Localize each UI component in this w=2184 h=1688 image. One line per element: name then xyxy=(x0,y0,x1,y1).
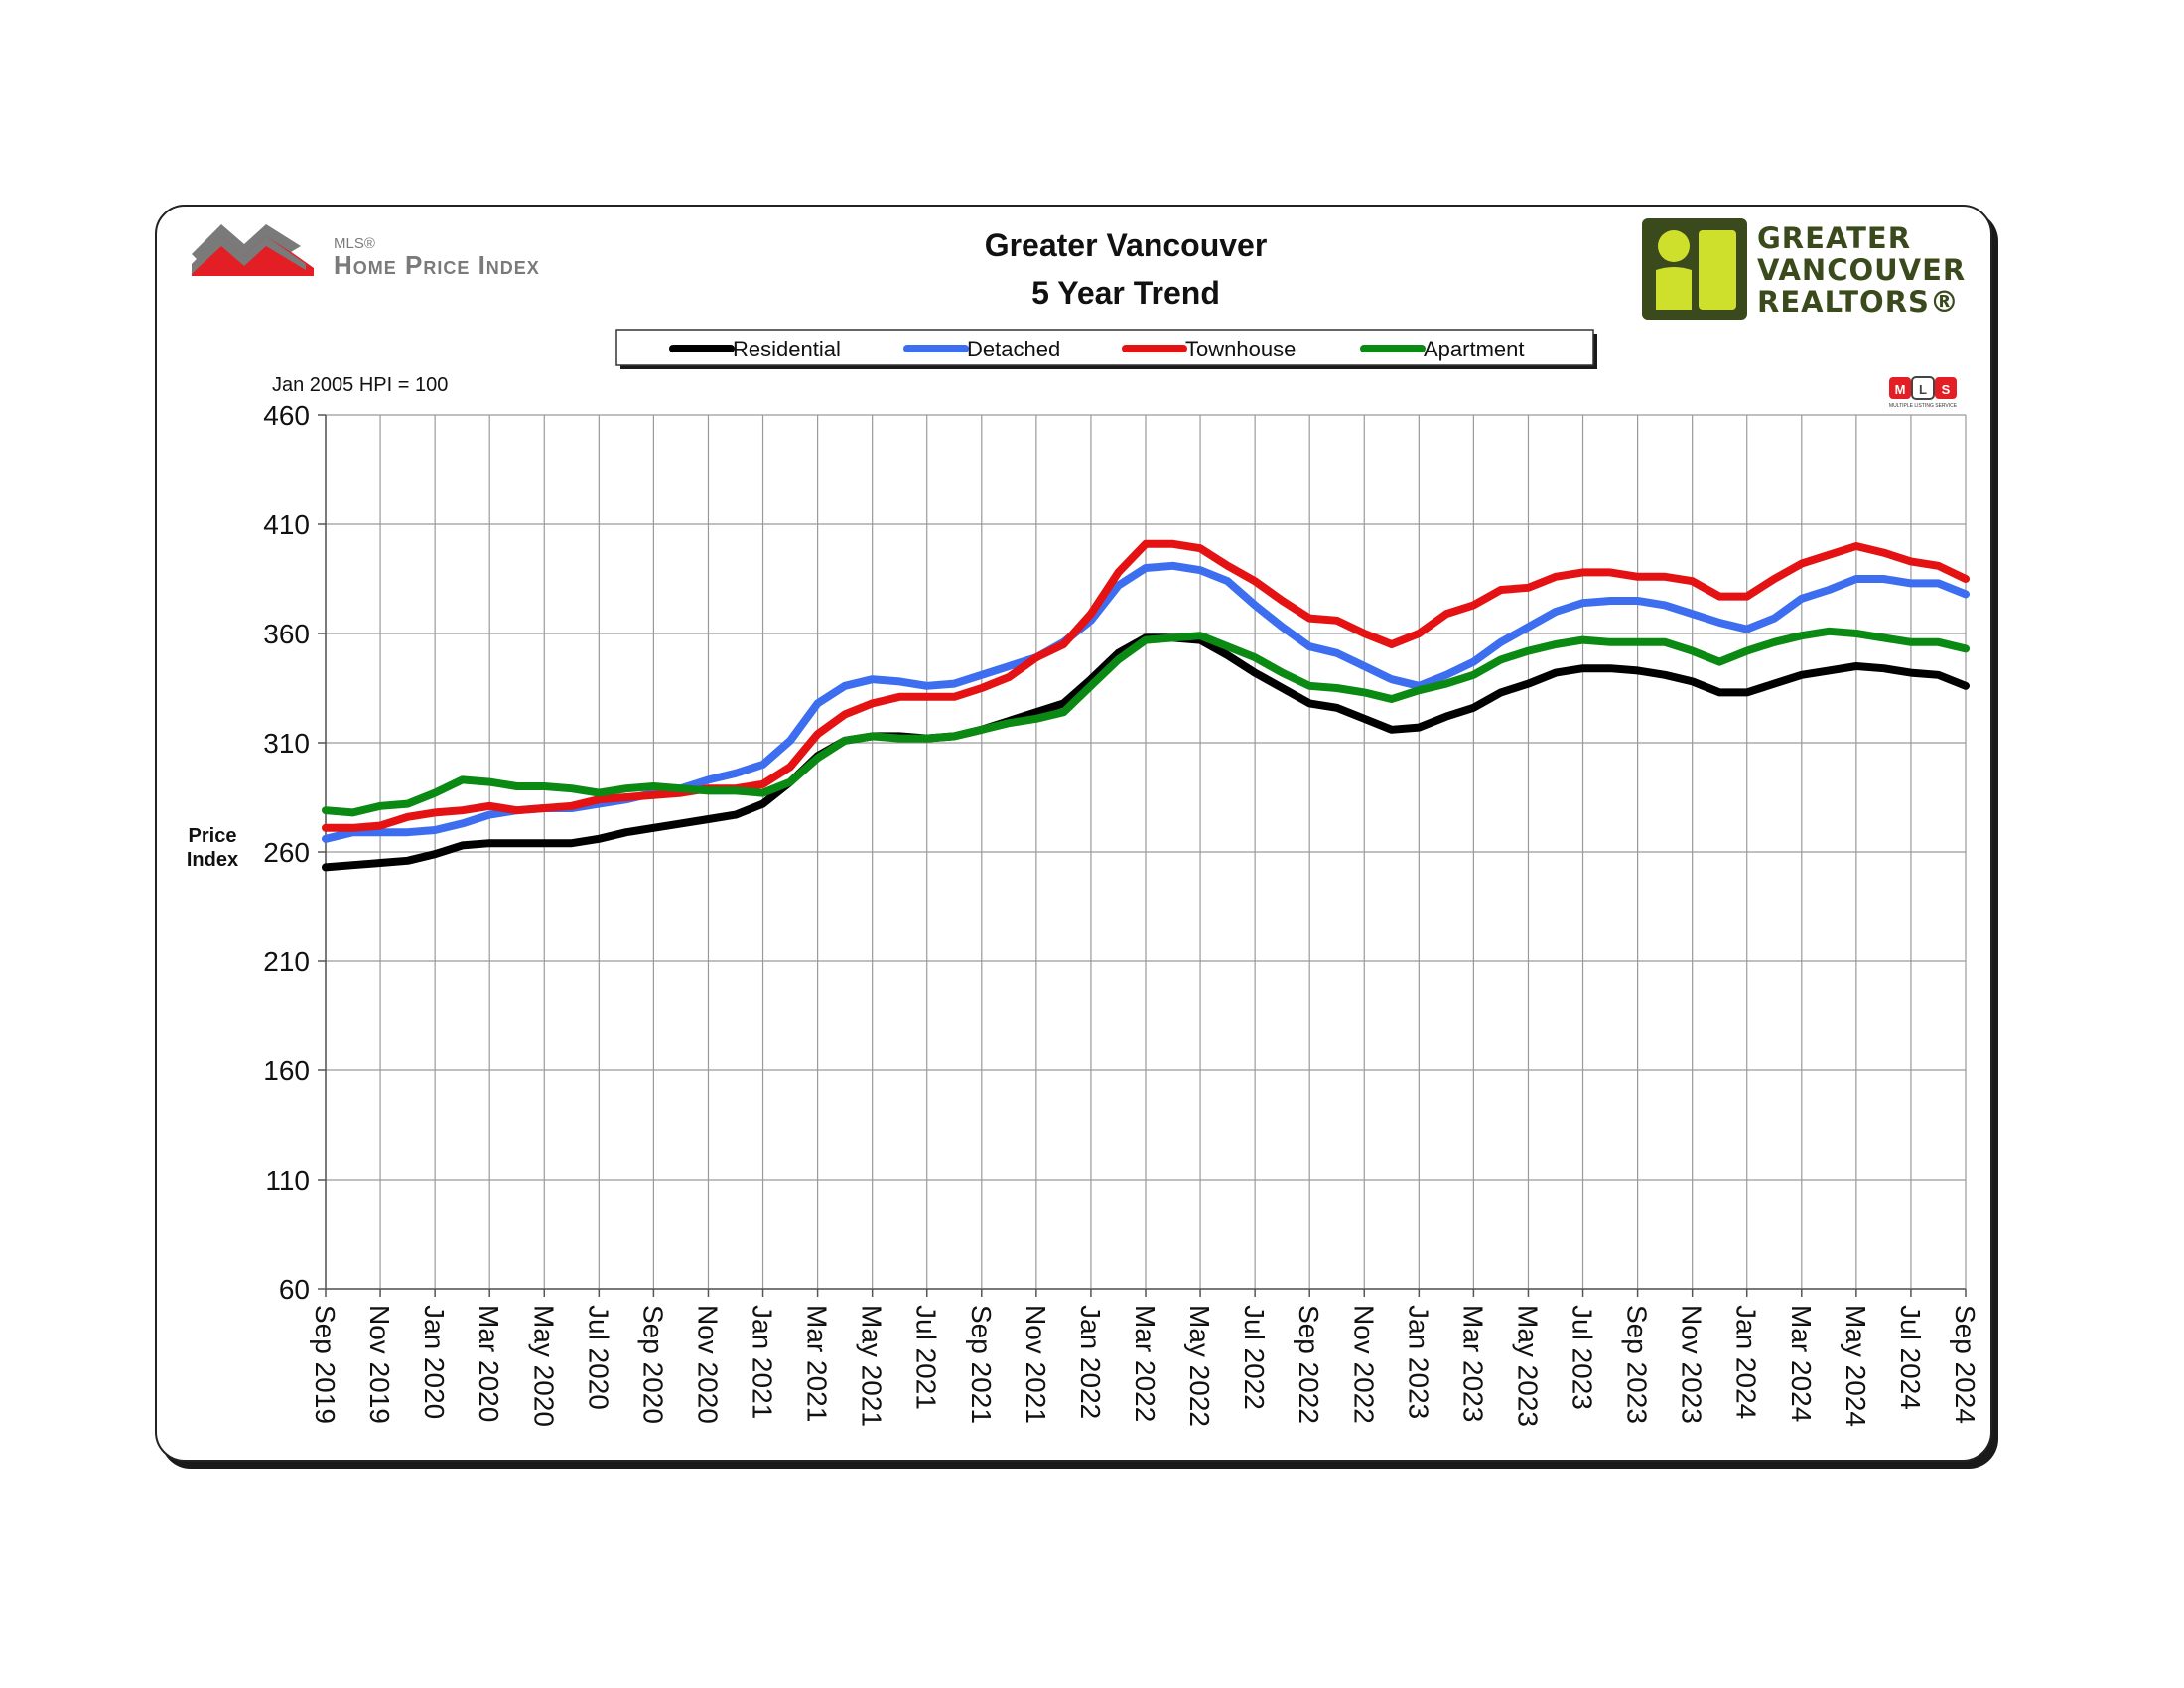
y-tick-label: 460 xyxy=(263,400,310,431)
y-tick-label: 360 xyxy=(263,619,310,649)
y-axis-label-line2: Index xyxy=(187,849,238,871)
legend-box xyxy=(615,329,1594,366)
x-tick-label: Sep 2020 xyxy=(637,1305,668,1424)
series-line-townhouse xyxy=(322,539,1970,832)
legend-label-detached: Detached xyxy=(967,337,1060,361)
y-axis-label-line1: Price xyxy=(189,825,237,847)
chart-card: MLS® Home Price Index Greater Vancouver … xyxy=(155,205,1992,1462)
chart-title-line1: Greater Vancouver xyxy=(985,227,1268,263)
x-tick-label: Mar 2021 xyxy=(802,1305,833,1422)
mls-badge-l-icon xyxy=(1911,376,1935,400)
hpi-house-icon xyxy=(192,224,314,276)
y-axis-ticks: 60 110 160 210 260 310 360 410 460 xyxy=(263,400,326,1305)
x-tick-label: May 2021 xyxy=(857,1305,887,1427)
x-tick-label: Jul 2020 xyxy=(583,1305,614,1410)
svg-text:S: S xyxy=(1942,382,1951,397)
x-tick-label: Jan 2023 xyxy=(1403,1305,1433,1419)
x-tick-label: Jan 2024 xyxy=(1731,1305,1762,1419)
y-tick-label: 110 xyxy=(265,1165,310,1196)
board-logo-line1: GREATER xyxy=(1757,221,1911,255)
x-tick-label: May 2024 xyxy=(1841,1305,1871,1427)
x-tick-label: Sep 2019 xyxy=(310,1305,341,1424)
y-tick-label: 210 xyxy=(263,946,310,977)
x-tick-label: Nov 2022 xyxy=(1348,1305,1379,1424)
legend: Residential Detached Townhouse Apartment xyxy=(615,329,1597,369)
hpi-logo-main: Home Price Index xyxy=(334,250,540,280)
x-tick-label: Jan 2020 xyxy=(419,1305,450,1419)
hpi-logo-sup: MLS® xyxy=(334,235,375,252)
x-axis-ticks: Sep 2019 Nov 2019 Jan 2020 Mar 2020 May 2020… xyxy=(310,1289,1980,1427)
x-tick-label: Jul 2023 xyxy=(1568,1305,1598,1410)
y-tick-label: 160 xyxy=(263,1055,310,1086)
legend-label-townhouse: Townhouse xyxy=(1185,337,1296,361)
x-tick-label: Nov 2019 xyxy=(364,1305,395,1424)
x-tick-label: Mar 2022 xyxy=(1130,1305,1160,1422)
x-tick-label: Jan 2021 xyxy=(748,1305,778,1419)
mls-badge-sub: MULTIPLE LISTING SERVICE xyxy=(1889,403,1958,409)
series-line-detached xyxy=(322,561,1970,843)
x-tick-label: Sep 2022 xyxy=(1294,1305,1324,1424)
x-tick-label: Sep 2021 xyxy=(966,1305,997,1424)
y-tick-label: 410 xyxy=(263,509,310,540)
mls-badge-s-icon xyxy=(1935,377,1957,399)
x-tick-label: Nov 2021 xyxy=(1021,1305,1051,1424)
svg-text:M: M xyxy=(1895,382,1906,397)
svg-text:L: L xyxy=(1919,382,1927,397)
x-tick-label: Nov 2023 xyxy=(1677,1305,1707,1424)
x-tick-label: Mar 2024 xyxy=(1786,1305,1817,1422)
x-tick-label: Sep 2024 xyxy=(1950,1305,1980,1424)
legend-items: Residential Detached Townhouse Apartment xyxy=(669,337,1525,361)
x-tick-label: May 2020 xyxy=(528,1305,559,1427)
y-tick-label: 260 xyxy=(263,837,310,868)
series-line-apartment xyxy=(322,627,1970,817)
board-logo-line3: REALTORS® xyxy=(1757,285,1960,319)
chart-svg: MLS® Home Price Index Greater Vancouver … xyxy=(187,218,1980,1427)
mls-badge: M L S MULTIPLE LISTING SERVICE xyxy=(1889,376,1958,409)
x-tick-label: Jul 2022 xyxy=(1239,1305,1270,1410)
x-tick-label: Mar 2023 xyxy=(1457,1305,1488,1422)
hpi-logo: MLS® Home Price Index xyxy=(192,224,540,280)
y-tick-label: 60 xyxy=(279,1274,310,1305)
board-logo: GREATER VANCOUVER REALTORS® xyxy=(1642,218,1966,320)
x-tick-label: May 2023 xyxy=(1512,1305,1543,1427)
mls-badge-m-icon xyxy=(1889,377,1911,399)
x-tick-label: Jan 2022 xyxy=(1075,1305,1106,1419)
series-lines xyxy=(322,539,1970,872)
chart-title-line2: 5 Year Trend xyxy=(1031,275,1220,311)
index-base-note: Jan 2005 HPI = 100 xyxy=(272,374,448,396)
x-tick-label: Sep 2023 xyxy=(1622,1305,1653,1424)
y-tick-label: 310 xyxy=(263,728,310,759)
legend-label-apartment: Apartment xyxy=(1424,337,1525,361)
board-logo-line2: VANCOUVER xyxy=(1757,253,1966,287)
x-tick-label: Nov 2020 xyxy=(692,1305,723,1424)
x-tick-label: Mar 2020 xyxy=(474,1305,504,1422)
legend-label-residential: Residential xyxy=(733,337,841,361)
x-tick-label: May 2022 xyxy=(1184,1305,1215,1427)
x-tick-label: Jul 2021 xyxy=(911,1305,942,1410)
x-tick-label: Jul 2024 xyxy=(1895,1305,1926,1410)
